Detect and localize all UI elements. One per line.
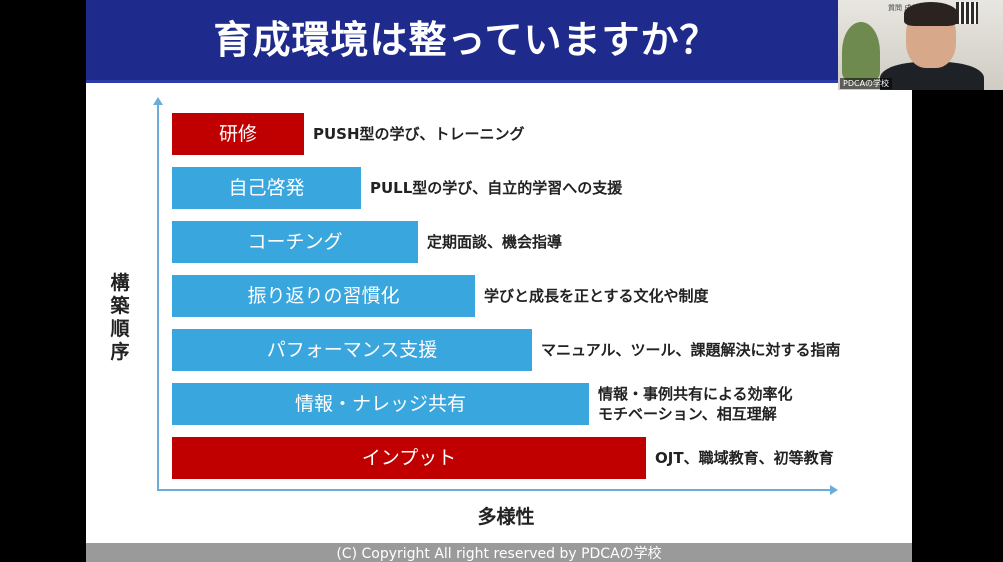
row-description: 情報・事例共有による効率化 モチベーション、相互理解	[598, 383, 793, 425]
row-description: 学びと成長を正とする文化や制度	[484, 275, 709, 317]
title-bar: 育成環境は整っていますか？	[86, 0, 912, 83]
y-axis-label: 構 築 順 序	[108, 272, 132, 364]
row-description: マニュアル、ツール、課題解決に対する指南	[541, 329, 841, 371]
qr-code-icon	[956, 2, 978, 24]
row-description-line: マニュアル、ツール、課題解決に対する指南	[541, 341, 841, 359]
webcam-logo-text: 質問 成長	[888, 4, 919, 12]
row-label-box: パフォーマンス支援	[172, 329, 532, 371]
plant-image	[842, 22, 880, 82]
row-label-box: 振り返りの習慣化	[172, 275, 475, 317]
y-axis-arrow-icon	[153, 97, 163, 105]
x-axis-label: 多様性	[477, 506, 535, 528]
row-label-box: 研修	[172, 113, 304, 155]
row-description-line: OJT、職域教育、初等教育	[655, 449, 834, 467]
x-axis-line	[157, 489, 832, 491]
row-description-line: 学びと成長を正とする文化や制度	[484, 287, 709, 305]
row-description: PULL型の学び、自立的学習への支援	[370, 167, 622, 209]
row-description-line: PULL型の学び、自立的学習への支援	[370, 179, 623, 197]
row-description: OJT、職域教育、初等教育	[655, 437, 834, 479]
row-description-line: モチベーション、相互理解	[598, 405, 777, 423]
y-axis-label-text: 構 築 順 序	[110, 272, 130, 363]
webcam-overlay: 質問 成長 PDCAの学校	[838, 0, 1003, 90]
presenter-hair	[904, 2, 958, 26]
row-description: PUSH型の学び、トレーニング	[313, 113, 525, 155]
row-description: 定期面談、機会指導	[427, 221, 562, 263]
x-axis-arrow-icon	[830, 485, 838, 495]
presentation-slide: 育成環境は整っていますか？ 構 築 順 序 多様性 研修 PUSH型の学び、トレー…	[86, 0, 912, 562]
row-description-line: 情報・事例共有による効率化	[598, 385, 793, 403]
row-label-box: インプット	[172, 437, 646, 479]
row-description-line: PUSH型の学び、トレーニング	[313, 125, 525, 143]
row-label-box: コーチング	[172, 221, 418, 263]
slide-title: 育成環境は整っていますか？	[213, 18, 719, 62]
row-label-box: 自己啓発	[172, 167, 361, 209]
y-axis-line	[157, 103, 159, 491]
webcam-caption: PDCAの学校	[840, 78, 893, 89]
copyright-footer: (C) Copyright All right reserved by PDCA…	[86, 543, 912, 562]
row-label-box: 情報・ナレッジ共有	[172, 383, 589, 425]
row-description-line: 定期面談、機会指導	[427, 233, 563, 251]
